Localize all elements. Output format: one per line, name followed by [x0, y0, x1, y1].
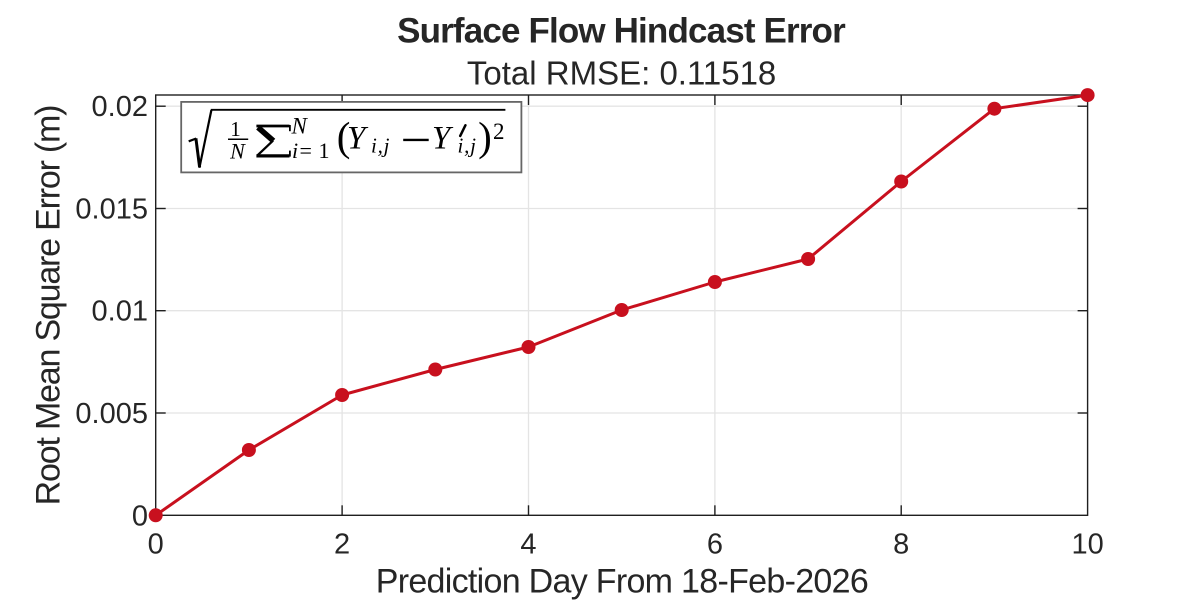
svg-text:0: 0: [132, 500, 148, 532]
svg-text:2: 2: [493, 119, 505, 144]
svg-text:N: N: [229, 139, 246, 164]
svg-text:0.015: 0.015: [75, 194, 148, 226]
svg-text:Surface Flow Hindcast Error: Surface Flow Hindcast Error: [397, 12, 846, 51]
svg-text:Prediction Day From 18-Feb-202: Prediction Day From 18-Feb-2026: [376, 562, 868, 600]
svg-text:i: i: [292, 138, 298, 163]
svg-text:): ): [478, 114, 492, 160]
svg-text:10: 10: [1071, 528, 1103, 560]
svg-text:0.01: 0.01: [92, 296, 148, 328]
svg-text:4: 4: [520, 528, 536, 560]
svg-text:i,j: i,j: [458, 134, 477, 158]
svg-text:6: 6: [707, 528, 723, 560]
svg-text:=: =: [300, 138, 312, 163]
svg-text:0.005: 0.005: [75, 398, 148, 430]
svg-text:2: 2: [334, 528, 350, 560]
svg-text:(: (: [337, 114, 351, 160]
svg-text:Y: Y: [432, 121, 454, 157]
svg-text:Total RMSE: 0.11518: Total RMSE: 0.11518: [467, 55, 776, 92]
svg-text:1: 1: [319, 138, 330, 163]
svg-text:0.02: 0.02: [92, 91, 148, 123]
svg-text:1: 1: [230, 117, 241, 141]
svg-text:Y: Y: [347, 121, 369, 157]
svg-text:N: N: [291, 113, 309, 138]
svg-text:Root Mean Square Error (m): Root Mean Square Error (m): [30, 106, 68, 506]
svg-text:8: 8: [893, 528, 909, 560]
svg-text:0: 0: [148, 528, 164, 560]
svg-text:i,j: i,j: [371, 134, 390, 158]
